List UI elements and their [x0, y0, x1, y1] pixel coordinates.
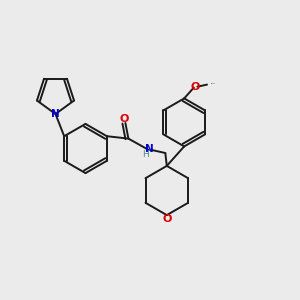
Text: H: H: [142, 150, 149, 159]
Text: O: O: [162, 214, 172, 224]
Text: N: N: [145, 144, 154, 154]
Text: N: N: [51, 109, 60, 119]
Text: methyl: methyl: [211, 83, 215, 84]
Text: O: O: [120, 114, 129, 124]
Text: O: O: [190, 82, 200, 92]
